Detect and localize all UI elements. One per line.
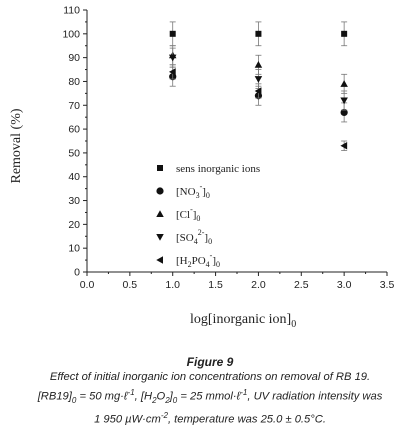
figure-caption: Figure 9 Effect of initial inorganic ion… [0, 355, 420, 428]
data-points [168, 21, 348, 151]
y-tick-label: 80 [68, 76, 80, 88]
y-axis-ticks: 0 10 20 30 40 50 60 70 80 90 100 110 [62, 5, 87, 279]
y-tick-label: 30 [68, 195, 80, 207]
legend-marker [156, 187, 164, 195]
data-point [168, 68, 176, 76]
data-point [255, 30, 262, 37]
x-axis-label: log[inorganic ion]0 [190, 312, 296, 330]
x-tick-label: 1.0 [165, 279, 180, 291]
data-point [340, 97, 348, 105]
x-tick-label: 3.0 [337, 279, 352, 291]
x-tick-label: 2.5 [294, 279, 309, 291]
removal-scatter-chart: 0 10 20 30 40 50 60 70 80 90 100 110 0.0 0.5 1.0 1.5 2.… [9, 5, 395, 331]
caption-line-1: Effect of initial inorganic ion concentr… [49, 371, 371, 383]
data-point [341, 30, 348, 37]
y-tick-label: 100 [62, 28, 80, 40]
x-tick-label: 1.5 [208, 279, 223, 291]
caption-line-3: 1 950 µW·cm-2, temperature was 25.0 ± 0.… [94, 410, 326, 426]
data-point [340, 142, 348, 150]
legend-label: [Cl-]0 [176, 205, 200, 223]
y-tick-label: 90 [68, 52, 80, 64]
legend-label: [H2PO4-]0 [176, 251, 220, 269]
y-axis-label: Removal (%) [9, 108, 24, 183]
x-tick-label: 0.0 [80, 279, 95, 291]
y-tick-label: 40 [68, 171, 80, 183]
data-point [168, 54, 177, 62]
x-axis-ticks: 0.0 0.5 1.0 1.5 2.0 2.5 3.0 3.5 [80, 272, 395, 291]
y-tick-label: 0 [74, 267, 80, 279]
y-tick-label: 110 [63, 5, 80, 17]
data-point [340, 80, 348, 87]
legend-marker [157, 165, 163, 171]
y-tick-label: 50 [68, 147, 80, 159]
legend-label: [SO42-]0 [176, 228, 212, 246]
data-point [254, 76, 263, 83]
chart-legend: sens inorganic ions [NO3-]0 [Cl-]0 [SO42-]0… [156, 163, 260, 269]
legend-marker [156, 210, 164, 217]
data-point [254, 87, 262, 95]
legend-label: sens inorganic ions [176, 163, 260, 175]
figure-label: Figure 9 [186, 355, 234, 369]
x-tick-label: 0.5 [123, 279, 138, 291]
legend-marker [156, 234, 164, 241]
y-tick-label: 70 [68, 100, 80, 112]
y-tick-label: 20 [68, 219, 80, 231]
legend-label: [NO3-]0 [176, 182, 210, 200]
data-point [254, 61, 263, 68]
x-tick-label: 2.0 [251, 279, 266, 291]
data-point [340, 108, 348, 117]
legend-marker [156, 256, 163, 264]
x-tick-label: 3.5 [380, 279, 395, 291]
y-tick-label: 60 [68, 124, 80, 136]
y-tick-label: 10 [68, 243, 80, 255]
data-point [169, 30, 176, 37]
caption-line-2: [RB19]0 = 50 mg·ℓ-1, [H2O2]0 = 25 mmol·ℓ… [37, 388, 383, 405]
